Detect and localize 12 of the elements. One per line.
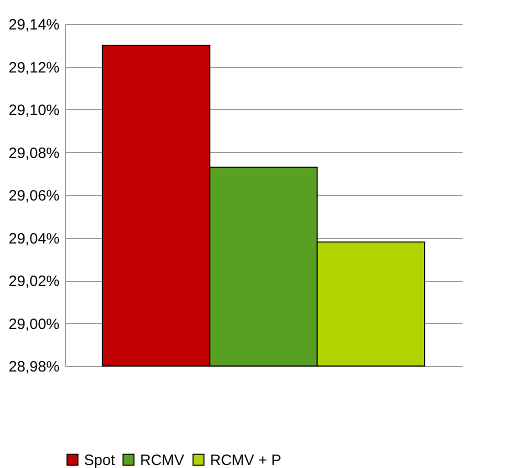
legend-label: RCMV <box>140 452 184 468</box>
legend-label: Spot <box>84 452 116 468</box>
legend-label: RCMV + P <box>210 452 282 468</box>
y-tick-label: 29,08% <box>8 144 60 162</box>
y-tick-label: 29,00% <box>8 316 60 333</box>
y-tick-label: 29,12% <box>8 59 60 76</box>
y-tick-label: 29,02% <box>8 273 60 290</box>
y-tick-label: 29,06% <box>8 188 60 204</box>
y-tick-label: 29,10% <box>8 102 60 119</box>
y-tick-label: 29,14% <box>8 16 60 34</box>
y-tick-label: 28,98% <box>8 358 60 376</box>
y-tick-label: 29,04% <box>8 230 60 248</box>
